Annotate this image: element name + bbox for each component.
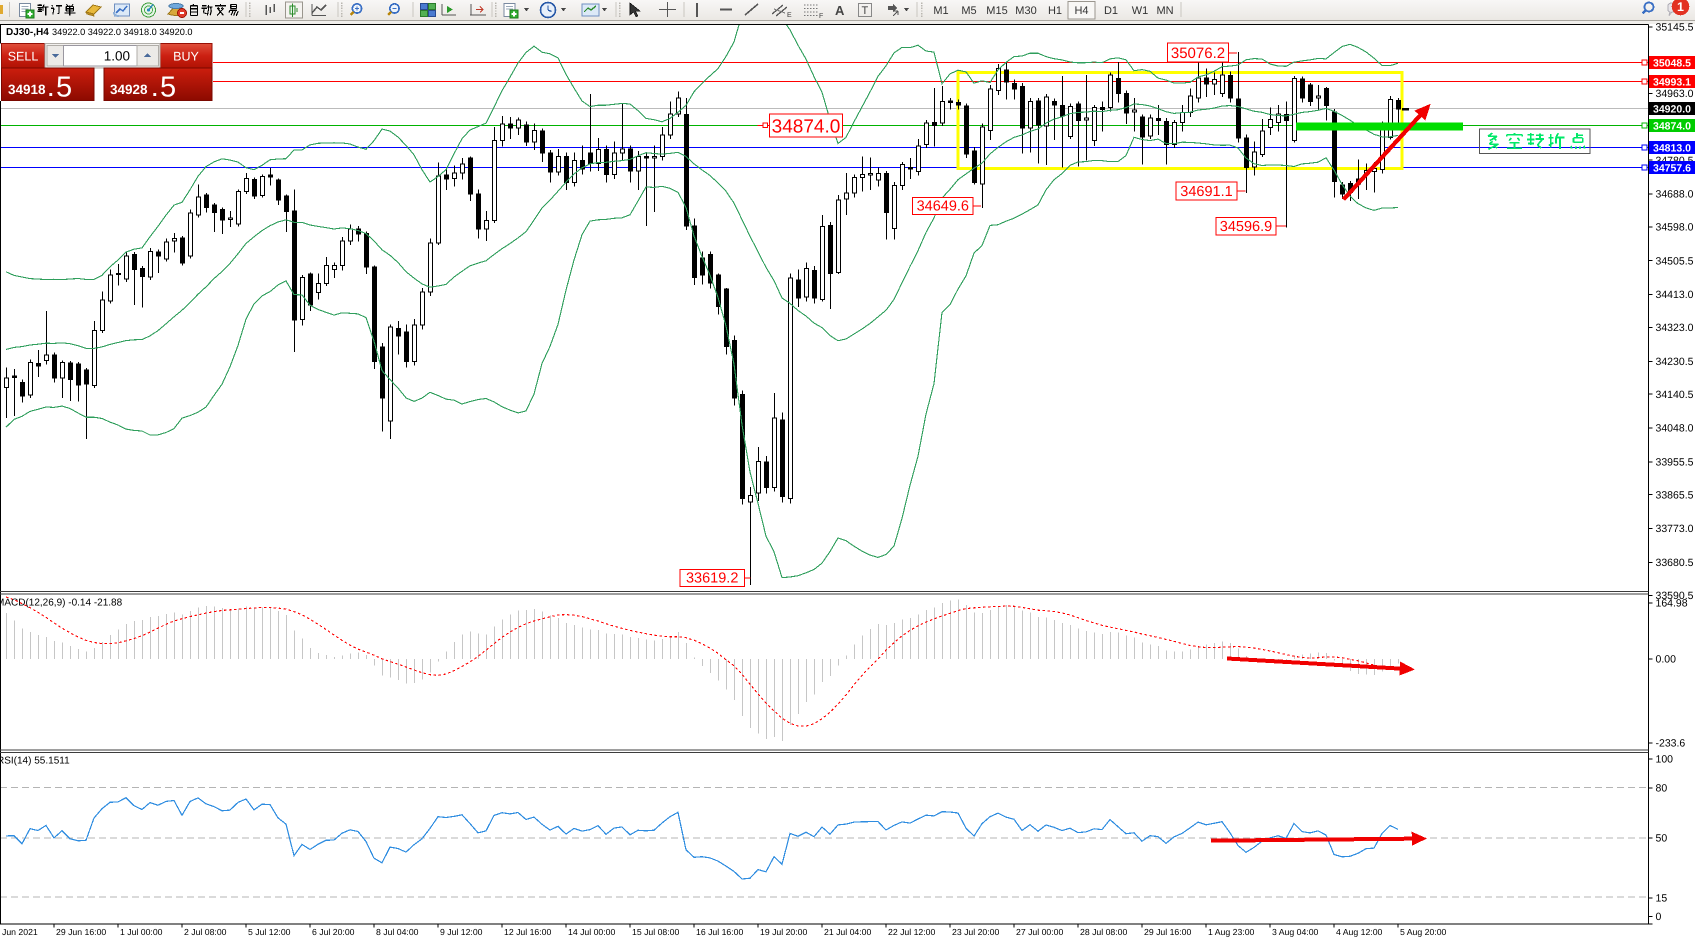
svg-text:5 Aug 20:00: 5 Aug 20:00	[1400, 927, 1447, 937]
svg-text:34918: 34918	[8, 82, 46, 97]
svg-text:9 Jul 12:00: 9 Jul 12:00	[440, 927, 483, 937]
svg-text:21 Jul 04:00: 21 Jul 04:00	[824, 927, 872, 937]
svg-text:34688.0: 34688.0	[1656, 189, 1694, 201]
svg-text:33619.2: 33619.2	[686, 570, 738, 586]
svg-text:D1: D1	[1104, 5, 1118, 17]
svg-text:5 Jul 12:00: 5 Jul 12:00	[248, 927, 291, 937]
svg-text:.: .	[48, 79, 54, 101]
svg-text:34691.1: 34691.1	[1180, 184, 1232, 200]
svg-text:34874.0: 34874.0	[1653, 121, 1691, 133]
svg-text:0: 0	[1656, 911, 1662, 923]
svg-text:50: 50	[1656, 833, 1668, 845]
svg-text:3 Aug 04:00: 3 Aug 04:00	[1272, 927, 1319, 937]
svg-text:23 Jul 20:00: 23 Jul 20:00	[952, 927, 1000, 937]
svg-text:34505.5: 34505.5	[1656, 255, 1694, 267]
svg-text:34048.0: 34048.0	[1656, 423, 1694, 435]
svg-text:19 Jul 20:00: 19 Jul 20:00	[760, 927, 808, 937]
svg-text:33590.5: 33590.5	[1656, 590, 1694, 602]
svg-text:W1: W1	[1132, 5, 1149, 17]
svg-text:0.00: 0.00	[1656, 654, 1677, 666]
svg-text:1.00: 1.00	[104, 49, 130, 64]
svg-text:34920.0: 34920.0	[1653, 104, 1691, 116]
svg-text:34596.9: 34596.9	[1220, 219, 1272, 235]
svg-text:H1: H1	[1048, 5, 1062, 17]
svg-text:33773.0: 33773.0	[1656, 523, 1694, 535]
svg-text:100: 100	[1656, 754, 1674, 766]
svg-text:6 Jul 20:00: 6 Jul 20:00	[312, 927, 355, 937]
svg-text:34993.1: 34993.1	[1653, 77, 1691, 89]
svg-text:2 Jul 08:00: 2 Jul 08:00	[184, 927, 227, 937]
svg-text:M1: M1	[933, 5, 948, 17]
svg-text:-233.6: -233.6	[1656, 738, 1686, 750]
svg-text:35048.5: 35048.5	[1653, 58, 1691, 70]
svg-text:27 Jul 00:00: 27 Jul 00:00	[1016, 927, 1064, 937]
svg-text:34649.6: 34649.6	[917, 198, 969, 214]
svg-text:1: 1	[1677, 0, 1684, 14]
svg-text:33955.5: 33955.5	[1656, 456, 1694, 468]
svg-text:34140.5: 34140.5	[1656, 389, 1694, 401]
svg-text:35145.5: 35145.5	[1656, 21, 1694, 33]
svg-text:15: 15	[1656, 893, 1668, 905]
svg-text:29 Jun 16:00: 29 Jun 16:00	[56, 927, 106, 937]
svg-text:34922.0 34922.0 34918.0 34920.: 34922.0 34922.0 34918.0 34920.0	[52, 27, 193, 37]
svg-text:SELL: SELL	[8, 50, 39, 64]
svg-text:4 Aug 12:00: 4 Aug 12:00	[1336, 927, 1383, 937]
svg-text:34323.0: 34323.0	[1656, 322, 1694, 334]
svg-text:12 Jul 16:00: 12 Jul 16:00	[504, 927, 552, 937]
svg-text:M15: M15	[986, 5, 1007, 17]
svg-text:14 Jul 00:00: 14 Jul 00:00	[568, 927, 616, 937]
svg-text:33680.5: 33680.5	[1656, 557, 1694, 569]
svg-text:M5: M5	[961, 5, 976, 17]
svg-text:34813.0: 34813.0	[1653, 143, 1691, 155]
svg-text:35076.2: 35076.2	[1171, 45, 1225, 62]
svg-text:Jun 2021: Jun 2021	[2, 927, 38, 937]
svg-text:1 Aug 23:00: 1 Aug 23:00	[1208, 927, 1255, 937]
svg-text:34413.0: 34413.0	[1656, 289, 1694, 301]
svg-text:33865.5: 33865.5	[1656, 489, 1694, 501]
svg-text:16 Jul 16:00: 16 Jul 16:00	[696, 927, 744, 937]
svg-text:29 Jul 16:00: 29 Jul 16:00	[1144, 927, 1192, 937]
svg-text:28 Jul 08:00: 28 Jul 08:00	[1080, 927, 1128, 937]
svg-text:MN: MN	[1156, 5, 1173, 17]
svg-text:164.98: 164.98	[1656, 598, 1688, 610]
svg-text:M30: M30	[1015, 5, 1036, 17]
svg-text:15 Jul 08:00: 15 Jul 08:00	[632, 927, 680, 937]
svg-text:22 Jul 12:00: 22 Jul 12:00	[888, 927, 936, 937]
svg-text:.: .	[152, 79, 158, 101]
svg-text:34757.6: 34757.6	[1653, 163, 1691, 175]
svg-text:34963.0: 34963.0	[1656, 88, 1694, 100]
svg-text:5: 5	[160, 72, 176, 104]
svg-text:34928: 34928	[110, 82, 148, 97]
svg-text:F: F	[819, 13, 823, 20]
svg-text:8 Jul 04:00: 8 Jul 04:00	[376, 927, 419, 937]
svg-text:E: E	[787, 12, 792, 19]
svg-text:80: 80	[1656, 783, 1668, 795]
svg-text:34874.0: 34874.0	[772, 117, 841, 138]
svg-text:MACD(12,26,9) -0.14 -21.88: MACD(12,26,9) -0.14 -21.88	[0, 598, 123, 609]
svg-text:DJ30-,H4: DJ30-,H4	[6, 27, 49, 38]
svg-text:34230.5: 34230.5	[1656, 356, 1694, 368]
svg-text:5: 5	[56, 72, 72, 104]
svg-text:A: A	[835, 3, 845, 18]
svg-text:T: T	[862, 5, 869, 17]
svg-text:H4: H4	[1074, 5, 1088, 17]
svg-text:RSI(14) 55.1511: RSI(14) 55.1511	[0, 756, 70, 767]
svg-text:34598.0: 34598.0	[1656, 222, 1694, 234]
svg-text:BUY: BUY	[173, 50, 199, 64]
svg-text:1 Jul 00:00: 1 Jul 00:00	[120, 927, 163, 937]
